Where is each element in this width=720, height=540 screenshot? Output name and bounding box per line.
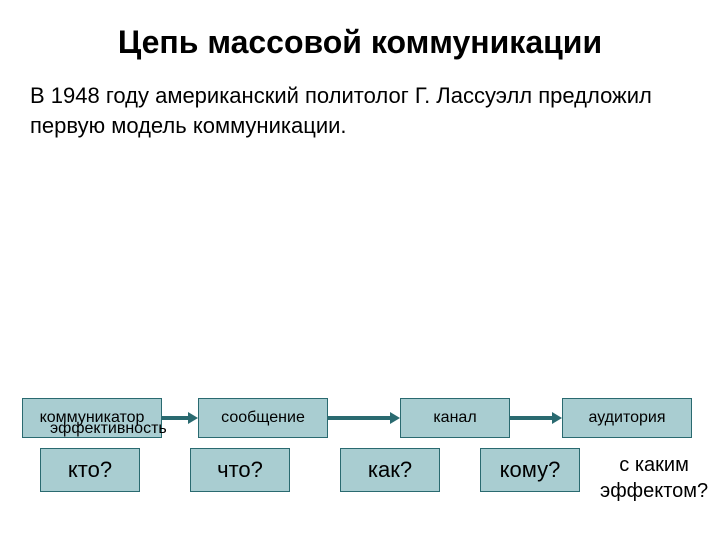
flow-node-who: кто? xyxy=(40,448,140,492)
effect-label: с каким эффектом? xyxy=(600,452,708,504)
flow-node-how: как? xyxy=(340,448,440,492)
flow-node-channel: канал xyxy=(400,398,510,438)
effect-line1: с каким xyxy=(619,454,689,476)
page-title: Цепь массовой коммуникации xyxy=(0,0,720,61)
flow-node-audience: аудитория xyxy=(562,398,692,438)
effect-line2: эффектом? xyxy=(600,480,708,502)
subtitle-text: В 1948 году американский политолог Г. Ла… xyxy=(0,61,720,140)
extra-label: эффективность xyxy=(50,420,167,438)
flow-node-whom: кому? xyxy=(480,448,580,492)
flow-node-what: что? xyxy=(190,448,290,492)
flow-node-message: сообщение xyxy=(198,398,328,438)
